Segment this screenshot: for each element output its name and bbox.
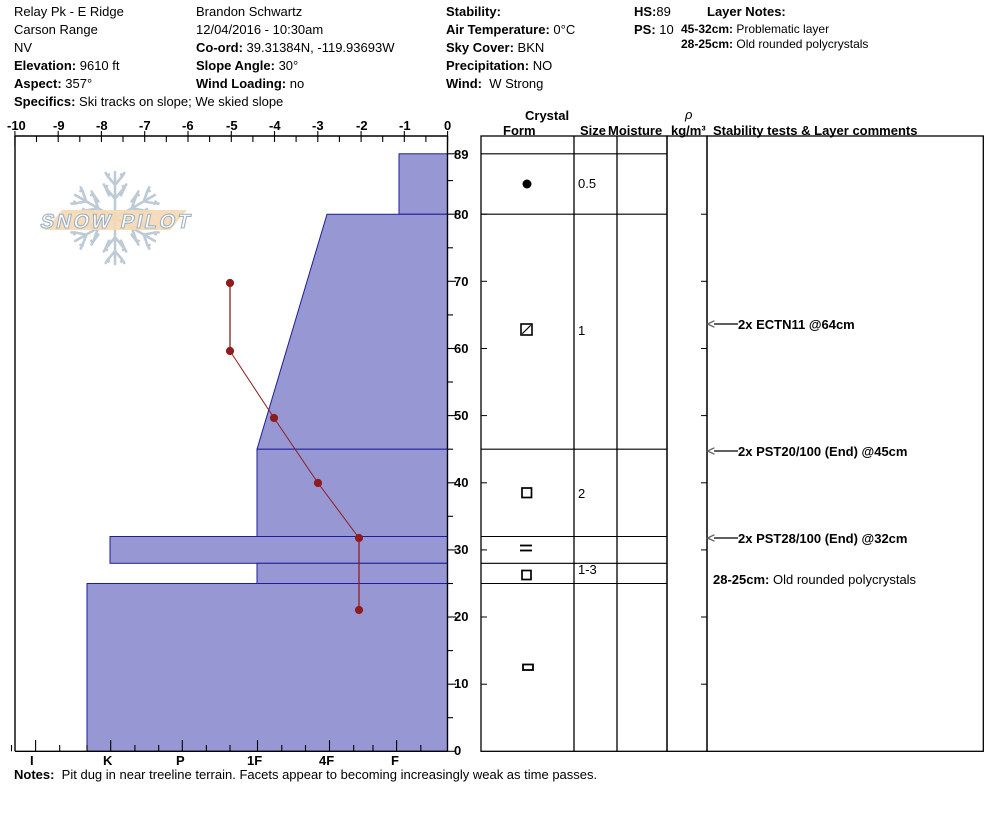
svg-text:SNOW PILOT: SNOW PILOT	[38, 211, 194, 233]
